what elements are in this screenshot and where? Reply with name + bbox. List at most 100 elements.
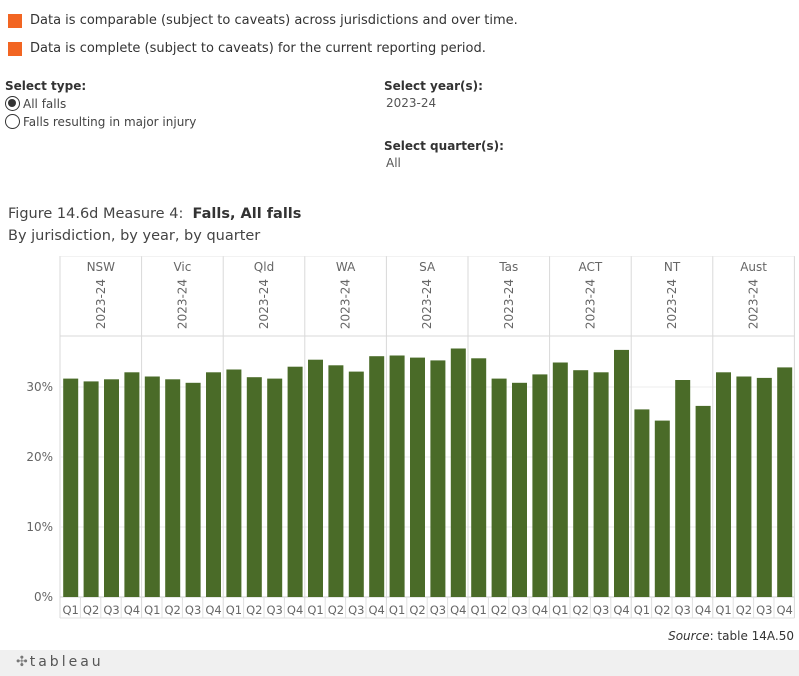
bar [430,360,446,597]
bar [614,349,629,597]
quarter-dropdown[interactable]: All [386,156,401,170]
select-year-label: Select year(s): [384,79,483,93]
jurisdiction-label: SA [419,260,436,274]
bar [267,378,283,597]
bar [532,374,548,597]
quarter-label: Q3 [756,603,772,617]
tableau-footer: ✣ tableau [0,650,799,676]
quarter-label: Q3 [185,603,201,617]
quarter-label: Q1 [634,603,650,617]
jurisdiction-label: NSW [87,260,116,274]
bar [389,355,405,597]
source-note: Source: table 14A.50 [668,629,794,643]
source-value: : table 14A.50 [709,629,794,643]
year-label: 2023-24 [583,279,597,329]
bar [736,376,752,597]
legend-swatch [8,13,22,28]
bar [491,378,507,597]
year-label: 2023-24 [502,279,516,329]
jurisdiction-label: Vic [173,260,191,274]
radio-button-checked[interactable] [5,96,20,111]
legend-row-complete: Data is complete (subject to caveats) fo… [8,41,486,56]
bar [369,356,385,597]
legend-row-comparable: Data is comparable (subject to caveats) … [8,13,518,28]
quarter-label: Q3 [348,603,364,617]
bar [695,405,711,597]
radio-major-injury[interactable]: Falls resulting in major injury [5,114,196,129]
quarter-label: Q2 [83,603,99,617]
quarter-label: Q4 [369,603,385,617]
legend-text: Data is comparable (subject to caveats) … [30,13,518,28]
source-label: Source [668,629,710,643]
quarter-label: Q1 [63,603,79,617]
tableau-logo-text: tableau [29,654,104,670]
quarter-label: Q2 [654,603,670,617]
bar [104,379,119,597]
bar [654,420,670,597]
quarter-label: Q3 [675,603,691,617]
jurisdiction-label: Aust [740,260,767,274]
bar [63,378,79,597]
figure-title-prefix: Figure 14.6d Measure 4: [8,206,184,222]
bar [348,371,364,597]
bar [756,377,772,597]
legend-text: Data is complete (subject to caveats) fo… [30,41,486,56]
quarter-label: Q1 [389,603,405,617]
bar [410,357,425,597]
radio-label: All falls [23,96,67,111]
bar [83,381,99,597]
year-label: 2023-24 [94,279,108,329]
year-label: 2023-24 [420,279,434,329]
radio-all-falls[interactable]: All falls [5,96,66,111]
select-type-label: Select type: [5,79,87,93]
quarter-label: Q2 [409,603,425,617]
bar [634,409,650,597]
bar [226,369,242,597]
figure-title: Figure 14.6d Measure 4: Falls, All falls [8,206,301,222]
bar-chart: 0% 10% 20% 30% NSW 2023-24 Q1 Q2 Q3 Q4 Vic 2023-24 Q… [26,256,795,619]
y-tick-label: 0% [34,590,53,604]
quarter-label: Q1 [144,603,160,617]
radio-button[interactable] [5,114,20,129]
quarter-label: Q3 [430,603,446,617]
y-tick-label: 10% [26,520,53,534]
year-dropdown[interactable]: 2023-24 [386,96,437,110]
bar [471,358,487,597]
bar [246,377,262,597]
quarter-label: Q2 [165,603,181,617]
year-label: 2023-24 [175,279,189,329]
quarter-label: Q4 [450,603,466,617]
quarter-label: Q4 [124,603,140,617]
year-label: 2023-24 [665,279,679,329]
bar [512,382,527,597]
bar [206,372,221,597]
bar [328,365,344,597]
quarter-label: Q1 [307,603,323,617]
bar [450,348,466,597]
y-tick-label: 20% [26,450,53,464]
tableau-logo[interactable]: ✣ tableau [16,654,104,670]
bar [124,372,140,597]
jurisdiction-label: NT [664,260,681,274]
bar [777,367,793,597]
quarter-label: Q4 [287,603,303,617]
quarter-label: Q2 [328,603,344,617]
bar [675,380,691,597]
quarter-label: Q3 [103,603,119,617]
quarter-label: Q4 [777,603,793,617]
radio-label: Falls resulting in major injury [23,114,197,129]
quarter-label: Q4 [695,603,711,617]
bar [716,372,731,597]
year-label: 2023-24 [747,279,761,329]
quarter-label: Q1 [226,603,242,617]
quarter-label: Q1 [715,603,731,617]
figure-title-bold: Falls, All falls [192,206,302,222]
figure-subtitle: By jurisdiction, by year, by quarter [8,228,261,244]
jurisdiction-label: WA [336,260,356,274]
bar [287,366,303,597]
bar [593,372,609,597]
quarter-label: Q2 [491,603,507,617]
quarter-label: Q2 [246,603,262,617]
quarter-label: Q2 [736,603,752,617]
quarter-label: Q4 [205,603,221,617]
